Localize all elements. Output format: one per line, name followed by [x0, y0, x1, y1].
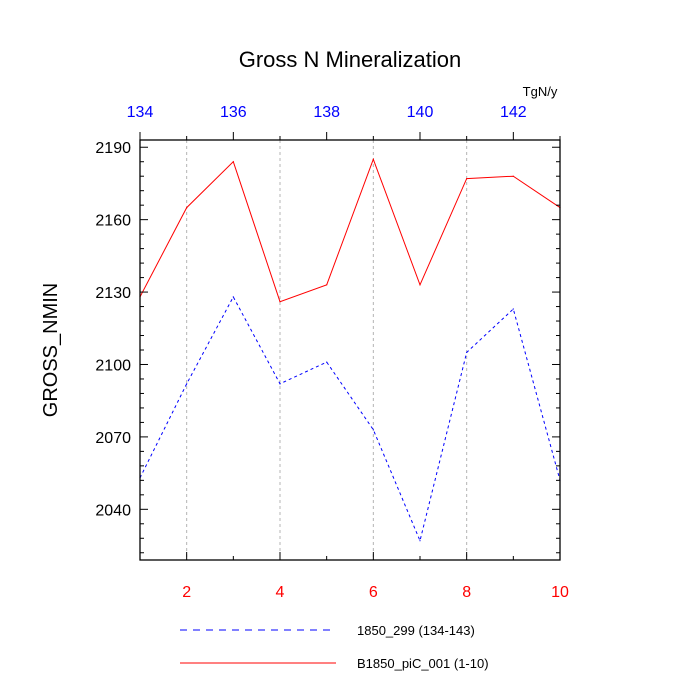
y-tick-label-2130: 2130: [95, 285, 131, 302]
series-0-point-8: [512, 308, 514, 310]
series-0-point-1: [186, 383, 188, 385]
series-layer: [139, 157, 561, 543]
plot-frame: [139, 139, 561, 561]
x-top-tick-label-140: 140: [407, 104, 434, 121]
legend: 1850_299 (134-143) B1850_piC_001 (1-10): [180, 623, 489, 671]
y-axis-label: GROSS_NMIN: [40, 283, 62, 417]
series-1-point-7: [466, 178, 468, 180]
y-tick-label-2100: 2100: [95, 357, 131, 374]
y-tick-label-2190: 2190: [95, 140, 131, 157]
series-0-point-6: [419, 540, 421, 542]
series-0-point-3: [279, 383, 281, 385]
units-label: TgN/y: [523, 84, 558, 99]
x-bottom-tick-label-10: 10: [551, 584, 569, 601]
x-bottom-tick-label-8: 8: [462, 584, 471, 601]
series-0-point-2: [232, 296, 234, 298]
series-line-0: [139, 295, 561, 543]
series-1-point-2: [232, 161, 234, 163]
x-bottom-tick-label-4: 4: [276, 584, 285, 601]
series-1-point-1: [186, 207, 188, 209]
series-0-point-7: [466, 351, 468, 353]
series-0-point-5: [372, 429, 374, 431]
x-top-tick-label-142: 142: [500, 104, 527, 121]
legend-label-1850-299: 1850_299 (134-143): [357, 623, 475, 638]
x-bottom-tick-label-6: 6: [369, 584, 378, 601]
chart-title: Gross N Mineralization: [239, 47, 462, 72]
x-top-tick-label-134: 134: [127, 104, 154, 121]
x-bottom-tick-label-2: 2: [182, 584, 191, 601]
series-0-point-4: [326, 361, 328, 363]
x-top-tick-label-136: 136: [220, 104, 247, 121]
y-tick-label-2160: 2160: [95, 213, 131, 230]
series-1-point-8: [512, 175, 514, 177]
ticks-layer: 2040 2070 2100 2130 2160 2190 2 4 6 8 10 134 136 138 1…: [95, 104, 569, 601]
y-tick-label-2070: 2070: [95, 430, 131, 447]
series-1-point-5: [372, 158, 374, 160]
legend-label-b1850-pic-001: B1850_piC_001 (1-10): [357, 656, 489, 671]
x-top-tick-label-138: 138: [313, 104, 340, 121]
y-tick-label-2040: 2040: [95, 502, 131, 519]
grid-layer: [186, 140, 468, 560]
series-1-point-4: [326, 284, 328, 286]
series-1-point-6: [419, 284, 421, 286]
series-line-1: [139, 157, 561, 303]
series-1-point-3: [279, 301, 281, 303]
